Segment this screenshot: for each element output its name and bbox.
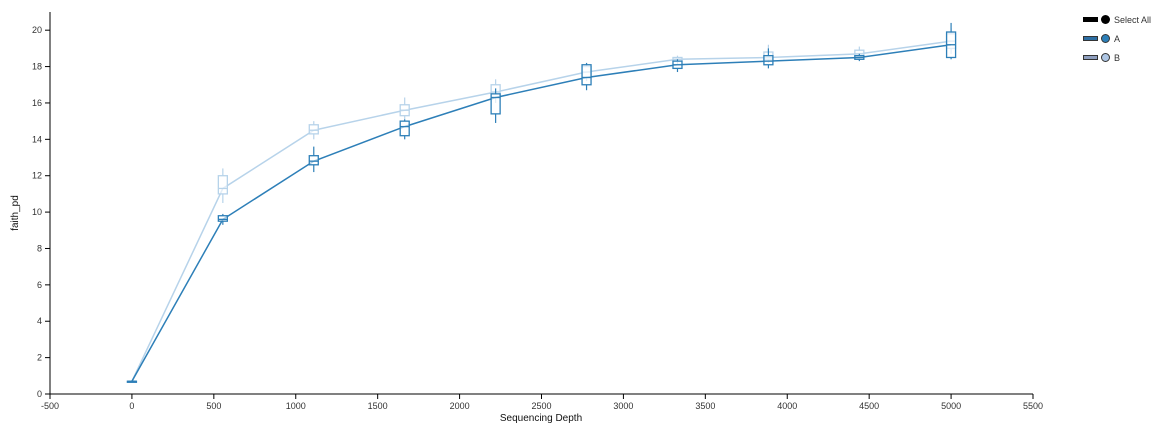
- box-a: [672, 59, 683, 73]
- box-body: [308, 155, 319, 166]
- box-body: [217, 175, 228, 195]
- box-a: [308, 146, 319, 173]
- box-body: [581, 64, 592, 86]
- x-tick-label: 5500: [1023, 401, 1043, 411]
- box-a: [399, 119, 410, 140]
- legend-b-label: B: [1114, 52, 1121, 63]
- select-all-label: Select All: [1114, 14, 1152, 25]
- series-layer: [126, 22, 957, 383]
- x-tick-label: 4500: [859, 401, 879, 411]
- y-tick-label: 0: [37, 389, 42, 399]
- box-body: [399, 120, 410, 137]
- y-tick-label: 10: [32, 207, 42, 217]
- box-b: [217, 168, 228, 203]
- box-a: [217, 213, 228, 225]
- x-tick-label: 0: [129, 401, 134, 411]
- box-body: [490, 93, 501, 115]
- legend-a-line-swatch: [1083, 36, 1098, 41]
- y-tick-label: 2: [37, 353, 42, 363]
- x-tick-label: 1000: [286, 401, 306, 411]
- box-body: [763, 55, 774, 66]
- y-tick-label: 20: [32, 25, 42, 35]
- box-a: [581, 62, 592, 91]
- series-line-b: [131, 40, 952, 382]
- select-all-line-swatch: [1083, 17, 1098, 22]
- box-a: [126, 380, 138, 383]
- series-b: [126, 28, 957, 383]
- x-tick-label: 4000: [777, 401, 797, 411]
- legend-select-all[interactable]: Select All: [1083, 14, 1151, 25]
- x-tick-label: 3500: [695, 401, 715, 411]
- x-tick-label: 5000: [941, 401, 961, 411]
- box-a: [490, 88, 501, 123]
- legend: Select All A B: [1083, 14, 1151, 71]
- y-axis: 0 2 4 6 8 10 12 14 16 18 20: [32, 12, 51, 399]
- box-a: [854, 53, 865, 62]
- y-tick-label: 8: [37, 243, 42, 253]
- legend-item-b[interactable]: B: [1083, 52, 1151, 63]
- y-tick-label: 4: [37, 316, 42, 326]
- legend-b-dot-swatch: [1101, 53, 1110, 62]
- legend-a-label: A: [1114, 33, 1121, 44]
- x-tick-label: 2000: [450, 401, 470, 411]
- series-a: [126, 22, 957, 383]
- y-tick-label: 16: [32, 98, 42, 108]
- x-tick-label: 2500: [531, 401, 551, 411]
- y-tick-label: 14: [32, 134, 42, 144]
- x-tick-label: -500: [41, 401, 59, 411]
- x-tick-label: 500: [206, 401, 221, 411]
- x-axis: -500 0 500 1000 1500 2000 2500 3000 3500 4000 4500…: [41, 393, 1043, 411]
- y-axis-title: faith_pd: [10, 195, 21, 231]
- series-line-a: [131, 43, 952, 382]
- select-all-dot-swatch: [1101, 15, 1110, 24]
- y-tick-label: 6: [37, 280, 42, 290]
- legend-b-line-swatch: [1083, 55, 1098, 60]
- y-tick-label: 18: [32, 62, 42, 72]
- box-body: [217, 215, 228, 222]
- box-a: [763, 48, 774, 69]
- box-body: [308, 124, 319, 135]
- legend-item-a[interactable]: A: [1083, 33, 1151, 44]
- box-a: [945, 22, 957, 60]
- x-tick-label: 1500: [368, 401, 388, 411]
- legend-a-dot-swatch: [1101, 34, 1110, 43]
- box-b: [308, 121, 319, 140]
- box-b: [399, 97, 410, 120]
- y-tick-label: 12: [32, 171, 42, 181]
- x-axis-title: Sequencing Depth: [500, 413, 582, 424]
- x-tick-label: 3000: [613, 401, 633, 411]
